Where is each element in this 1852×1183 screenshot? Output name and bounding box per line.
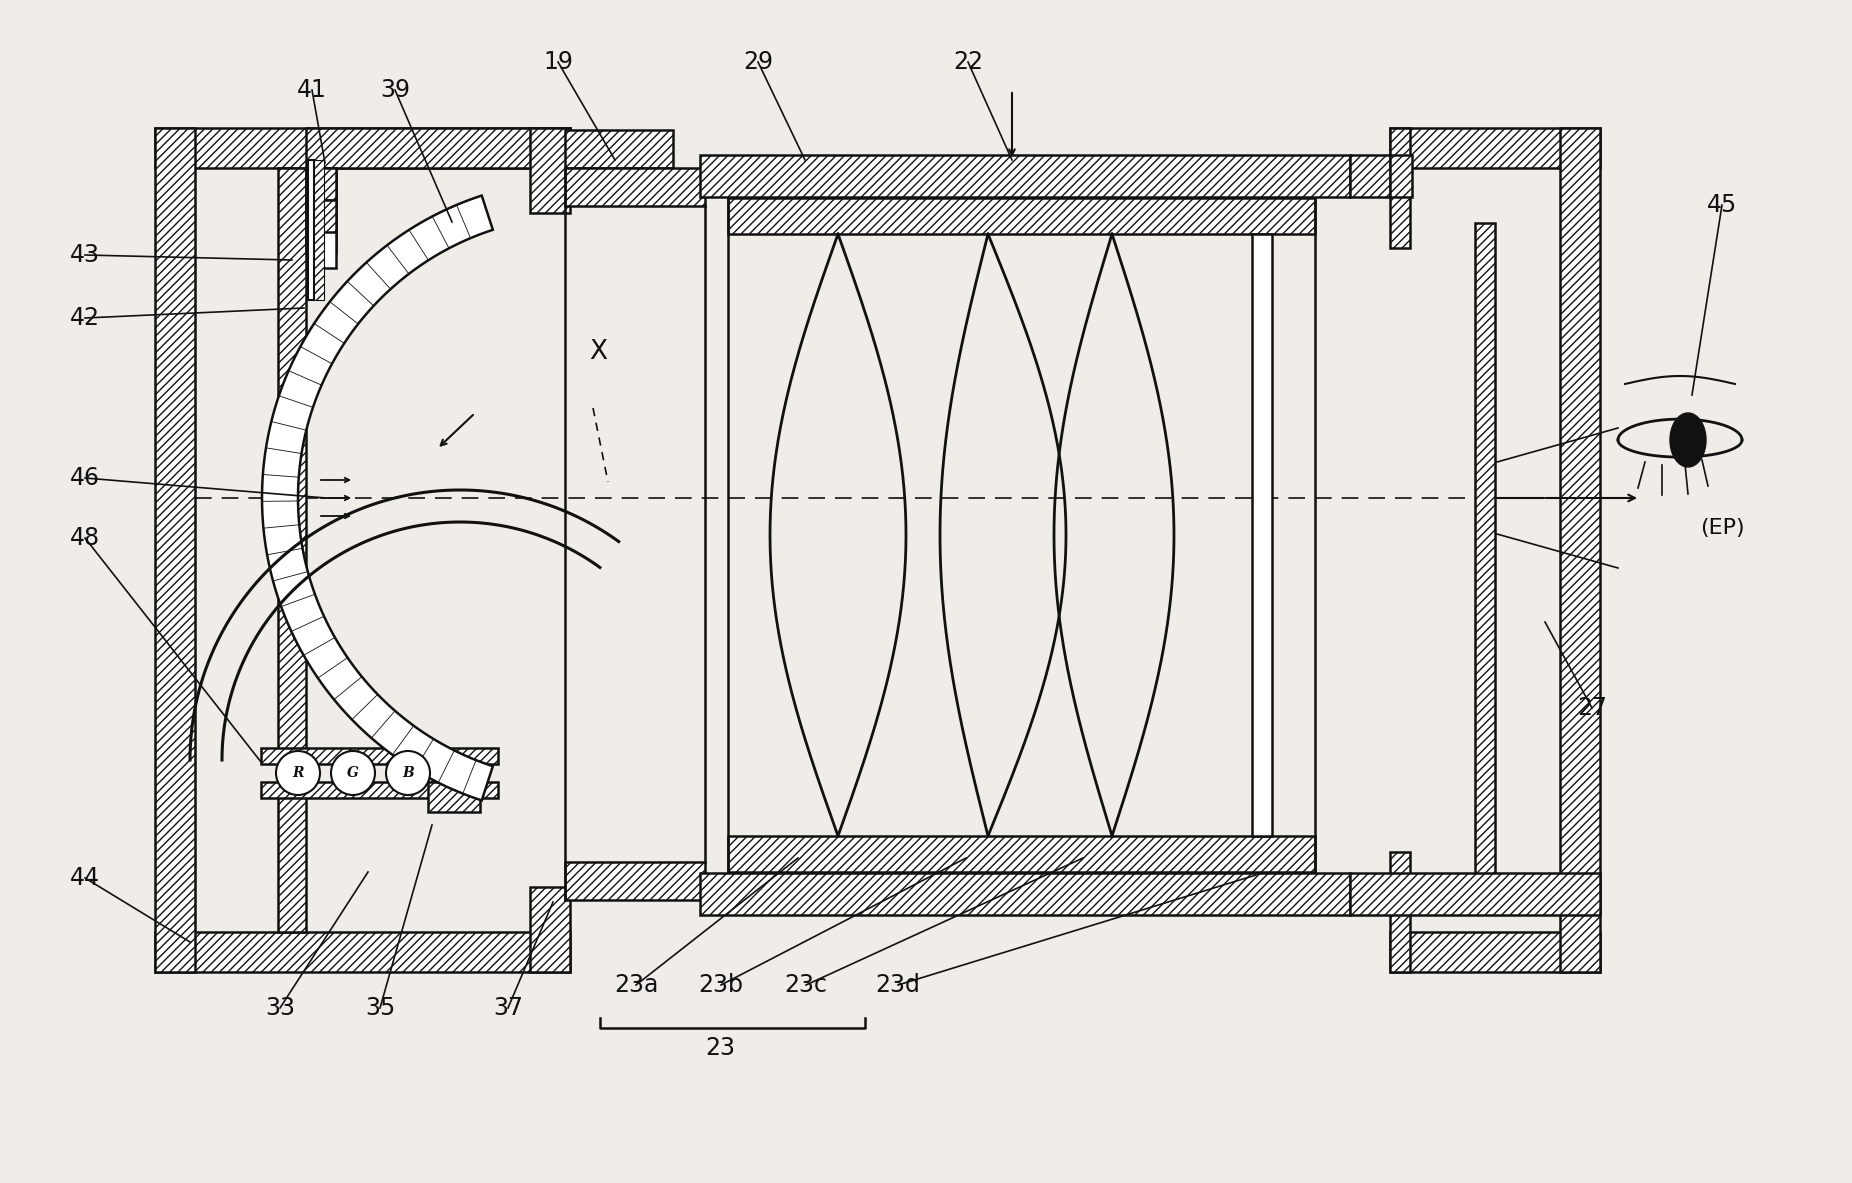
Text: 22: 22 [954,50,983,75]
Bar [156,128,194,972]
Bar [428,782,480,812]
Bar [306,168,319,240]
Text: 35: 35 [365,996,394,1020]
Bar [530,887,570,972]
Ellipse shape [1671,413,1706,467]
Text: 37: 37 [493,996,522,1020]
Bar [1391,155,1411,198]
Text: R: R [293,767,304,780]
Bar [307,160,315,300]
Text: 42: 42 [70,306,100,330]
Text: (EP): (EP) [1700,518,1745,538]
Text: 29: 29 [743,50,772,75]
Circle shape [332,751,374,795]
Text: 23: 23 [706,1036,735,1060]
Bar [156,932,570,972]
Text: B: B [402,767,413,780]
Text: 23d: 23d [876,972,920,997]
Circle shape [385,751,430,795]
Bar [306,128,570,168]
Text: 44: 44 [70,866,100,890]
Text: 48: 48 [70,526,100,550]
Bar [565,862,706,900]
Text: 19: 19 [543,50,572,75]
Text: 27: 27 [1578,696,1608,720]
Bar [306,168,335,208]
Polygon shape [261,195,493,801]
Bar [1391,128,1600,168]
Bar [728,198,1315,234]
Text: 33: 33 [265,996,294,1020]
Bar [1391,128,1409,248]
Bar [565,130,672,168]
Text: 41: 41 [296,78,328,102]
Bar [1350,873,1600,914]
Bar [1559,128,1600,972]
Text: 23b: 23b [698,972,743,997]
Bar [1350,155,1391,198]
Bar [700,155,1350,198]
Bar [306,218,335,253]
Bar [1474,224,1495,877]
Bar [261,748,498,764]
Bar [1391,852,1409,972]
Text: 23a: 23a [613,972,657,997]
Text: 39: 39 [380,78,409,102]
Bar [319,168,335,200]
Bar [700,873,1350,914]
Bar [530,128,570,213]
Bar [319,168,335,269]
Bar [728,836,1315,872]
Bar [315,160,324,300]
Text: 45: 45 [1708,193,1737,216]
Bar [278,168,306,932]
Text: 46: 46 [70,466,100,490]
Text: 43: 43 [70,243,100,267]
Bar [1252,234,1272,836]
Text: 23c: 23c [785,972,828,997]
Bar [319,200,335,232]
Text: X: X [589,340,607,366]
Circle shape [276,751,320,795]
Bar [156,128,570,168]
Text: G: G [346,767,359,780]
Bar [261,782,498,799]
Bar [565,168,706,206]
Bar [1391,932,1600,972]
